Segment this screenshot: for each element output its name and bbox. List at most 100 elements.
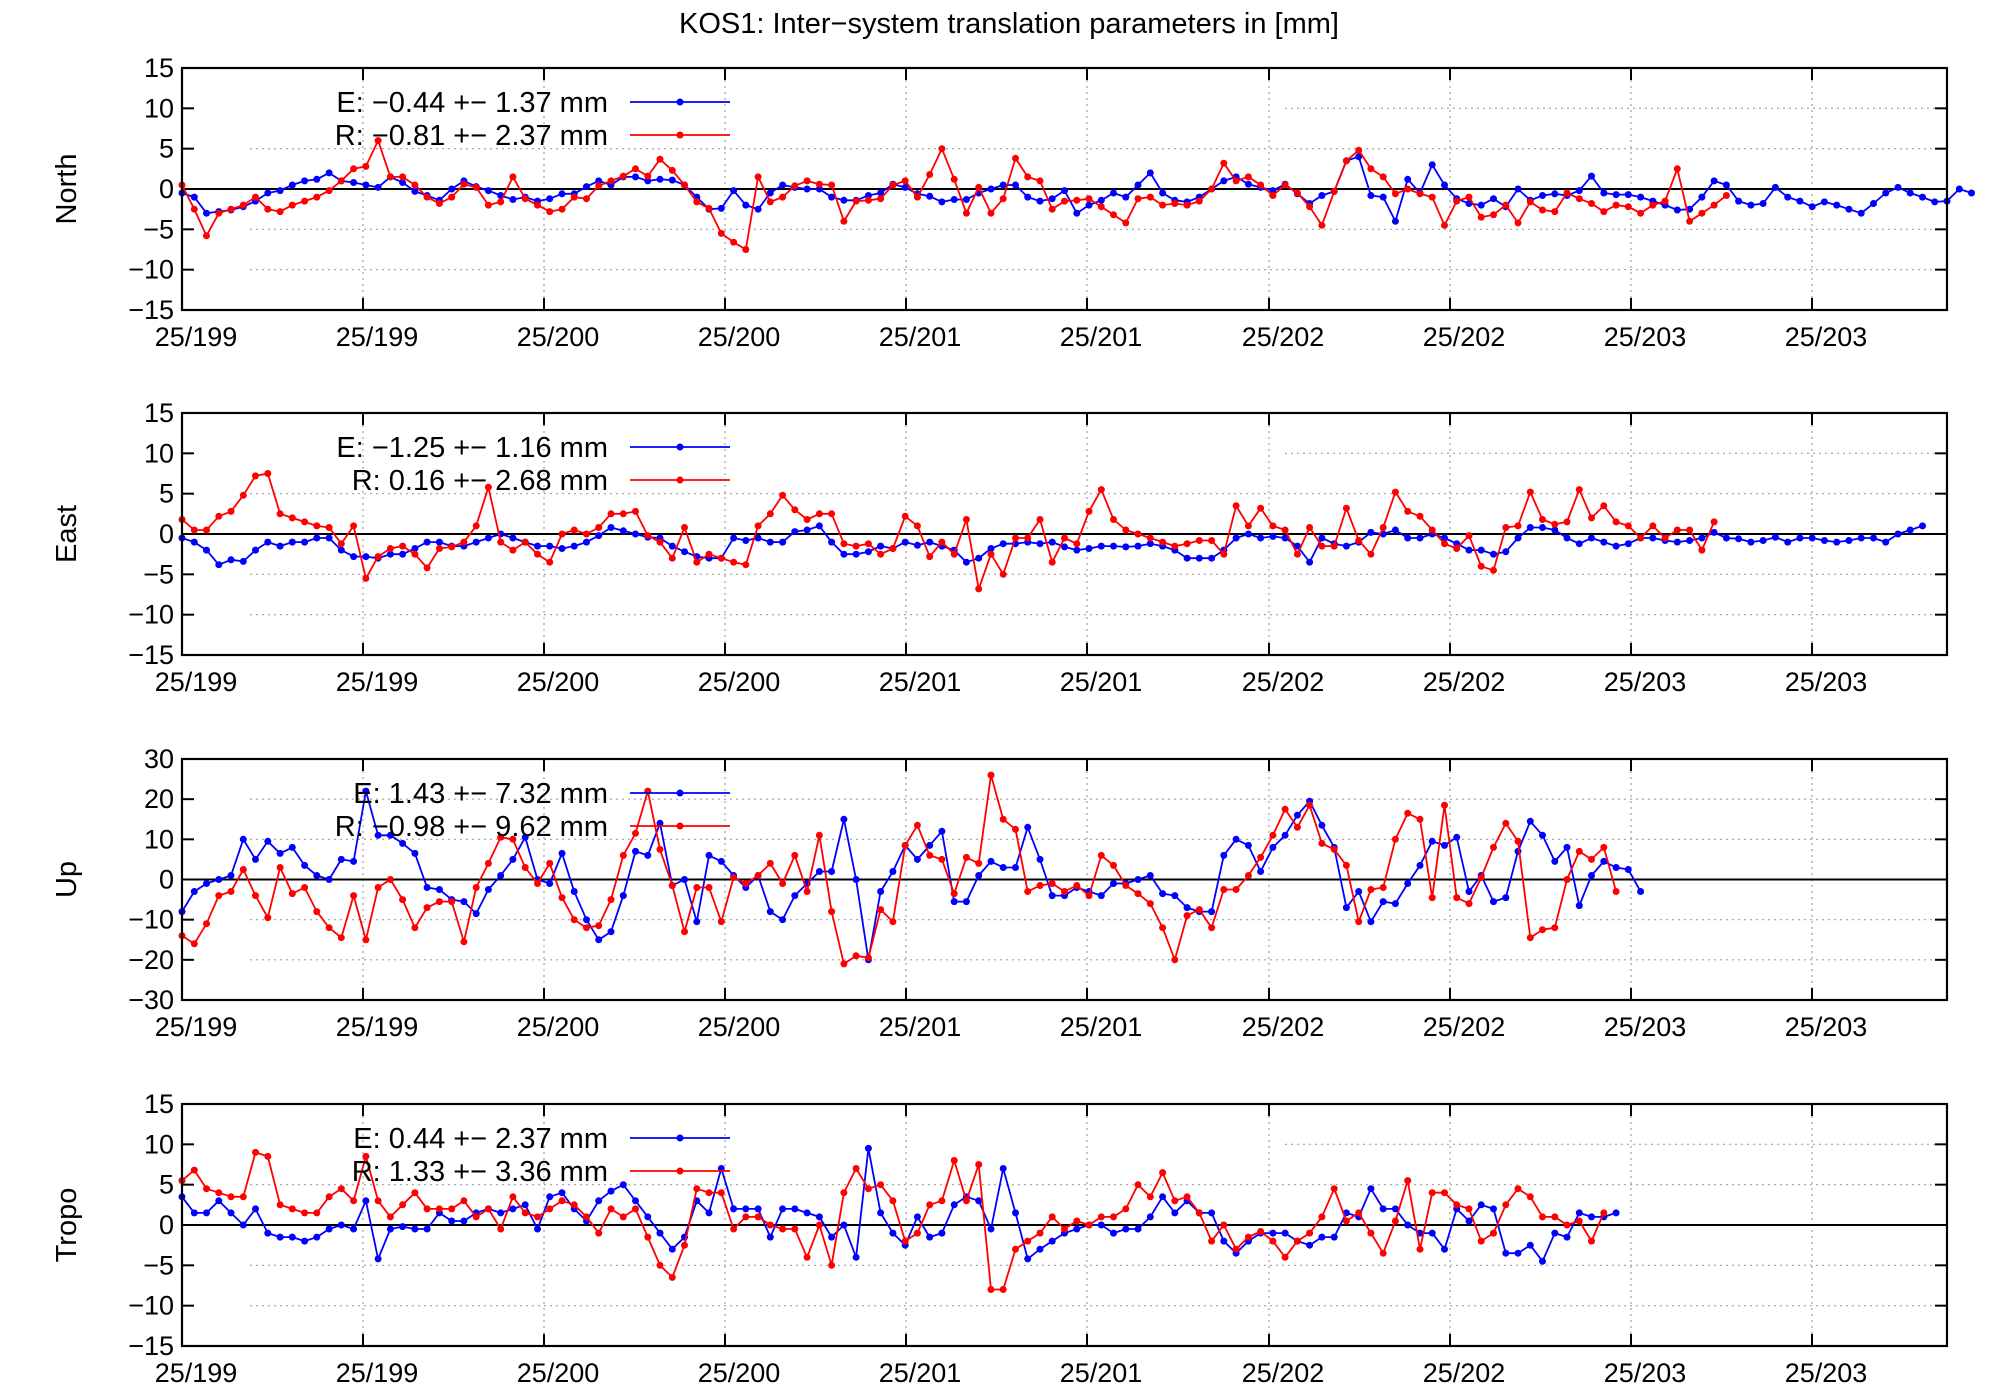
data-point-R <box>1208 924 1216 932</box>
data-point-E <box>362 1197 370 1205</box>
y-tick-label: 0 <box>159 1210 174 1240</box>
x-tick-label: 25/201 <box>1060 1012 1143 1042</box>
data-point-E <box>1600 857 1608 865</box>
data-point-E <box>1906 189 1914 197</box>
data-point-E <box>889 868 897 875</box>
data-point-R <box>1379 524 1387 531</box>
data-point-E <box>730 534 738 542</box>
data-point-E <box>583 916 590 924</box>
data-point-E <box>1551 526 1559 534</box>
data-point-R <box>1306 203 1314 211</box>
data-point-R <box>1183 201 1191 209</box>
data-point-R <box>607 1205 615 1213</box>
data-point-R <box>1600 1209 1608 1217</box>
data-point-R <box>693 1185 701 1193</box>
data-point-R <box>460 1197 468 1205</box>
data-point-E <box>288 843 296 851</box>
data-point-E <box>1269 187 1277 195</box>
data-point-R <box>987 550 995 558</box>
data-point-E <box>362 181 370 189</box>
data-point-R <box>1698 546 1706 554</box>
data-point-E <box>632 847 639 855</box>
data-point-R <box>288 1205 296 1213</box>
data-point-E <box>926 538 934 546</box>
data-point-E <box>521 833 529 841</box>
data-point-R <box>803 1253 811 1261</box>
data-point-R <box>521 864 529 871</box>
data-point-E <box>1882 538 1890 546</box>
data-point-E <box>1134 181 1142 189</box>
data-point-E <box>1906 526 1914 534</box>
data-point-R <box>1269 522 1277 530</box>
data-point-E <box>484 886 492 893</box>
data-point-R <box>497 1225 505 1233</box>
data-point-E <box>766 908 774 916</box>
data-point-R <box>1391 1217 1399 1225</box>
legend-marker-R <box>676 1167 684 1175</box>
data-point-E <box>1391 900 1399 908</box>
data-point-E <box>521 1201 529 1209</box>
data-point-R <box>1637 209 1645 217</box>
data-point-R <box>913 1229 921 1237</box>
data-point-E <box>962 558 970 566</box>
x-tick-label: 25/200 <box>517 1012 600 1042</box>
data-point-R <box>1048 205 1056 213</box>
data-point-E <box>852 550 860 558</box>
data-point-R <box>1281 181 1289 189</box>
data-point-E <box>668 176 676 184</box>
data-point-E <box>619 527 627 535</box>
data-point-E <box>1379 1205 1387 1213</box>
legend-marker-E <box>676 1134 684 1142</box>
data-point-R <box>583 1213 590 1221</box>
legend-marker-R <box>676 476 684 484</box>
data-point-R <box>570 526 578 534</box>
data-point-E <box>203 1209 210 1217</box>
data-point-E <box>1330 1233 1338 1241</box>
data-point-R <box>1465 532 1473 540</box>
data-point-R <box>1134 195 1142 203</box>
data-point-E <box>1134 542 1142 550</box>
data-point-R <box>1159 1169 1167 1177</box>
data-point-E <box>1183 904 1191 912</box>
data-point-E <box>337 1221 345 1229</box>
x-tick-label: 25/202 <box>1242 667 1325 697</box>
data-point-R <box>1159 924 1167 932</box>
data-point-E <box>999 864 1007 871</box>
data-point-E <box>877 189 885 197</box>
data-point-R <box>1244 173 1252 181</box>
data-point-R <box>730 1225 738 1233</box>
data-point-R <box>926 553 934 561</box>
data-point-E <box>1612 1209 1620 1217</box>
y-tick-label: 5 <box>159 479 174 509</box>
data-point-R <box>693 198 701 206</box>
data-point-E <box>1624 866 1632 873</box>
data-point-R <box>754 872 762 879</box>
data-point-E <box>913 855 921 863</box>
data-point-R <box>325 1193 333 1201</box>
data-point-R <box>632 1205 639 1213</box>
y-tick-label: 0 <box>159 519 174 549</box>
data-point-R <box>1673 165 1681 173</box>
data-point-R <box>362 936 370 944</box>
x-tick-label: 25/203 <box>1604 1012 1687 1042</box>
data-point-R <box>583 924 590 932</box>
data-point-R <box>337 177 345 185</box>
data-point-E <box>1600 189 1608 197</box>
data-point-E <box>644 177 652 185</box>
data-point-E <box>999 1165 1007 1172</box>
data-point-E <box>337 546 345 554</box>
data-point-R <box>1097 203 1105 211</box>
data-point-R <box>1477 562 1485 570</box>
data-point-R <box>1367 165 1375 173</box>
data-point-E <box>1012 1209 1019 1217</box>
data-point-E <box>1575 540 1583 548</box>
data-point-R <box>1134 530 1142 538</box>
data-point-R <box>203 920 210 928</box>
data-point-R <box>1183 1193 1191 1201</box>
data-point-R <box>1391 835 1399 843</box>
data-point-E <box>717 857 725 865</box>
data-point-E <box>362 553 370 561</box>
data-point-R <box>350 1197 358 1205</box>
data-point-R <box>632 507 639 515</box>
